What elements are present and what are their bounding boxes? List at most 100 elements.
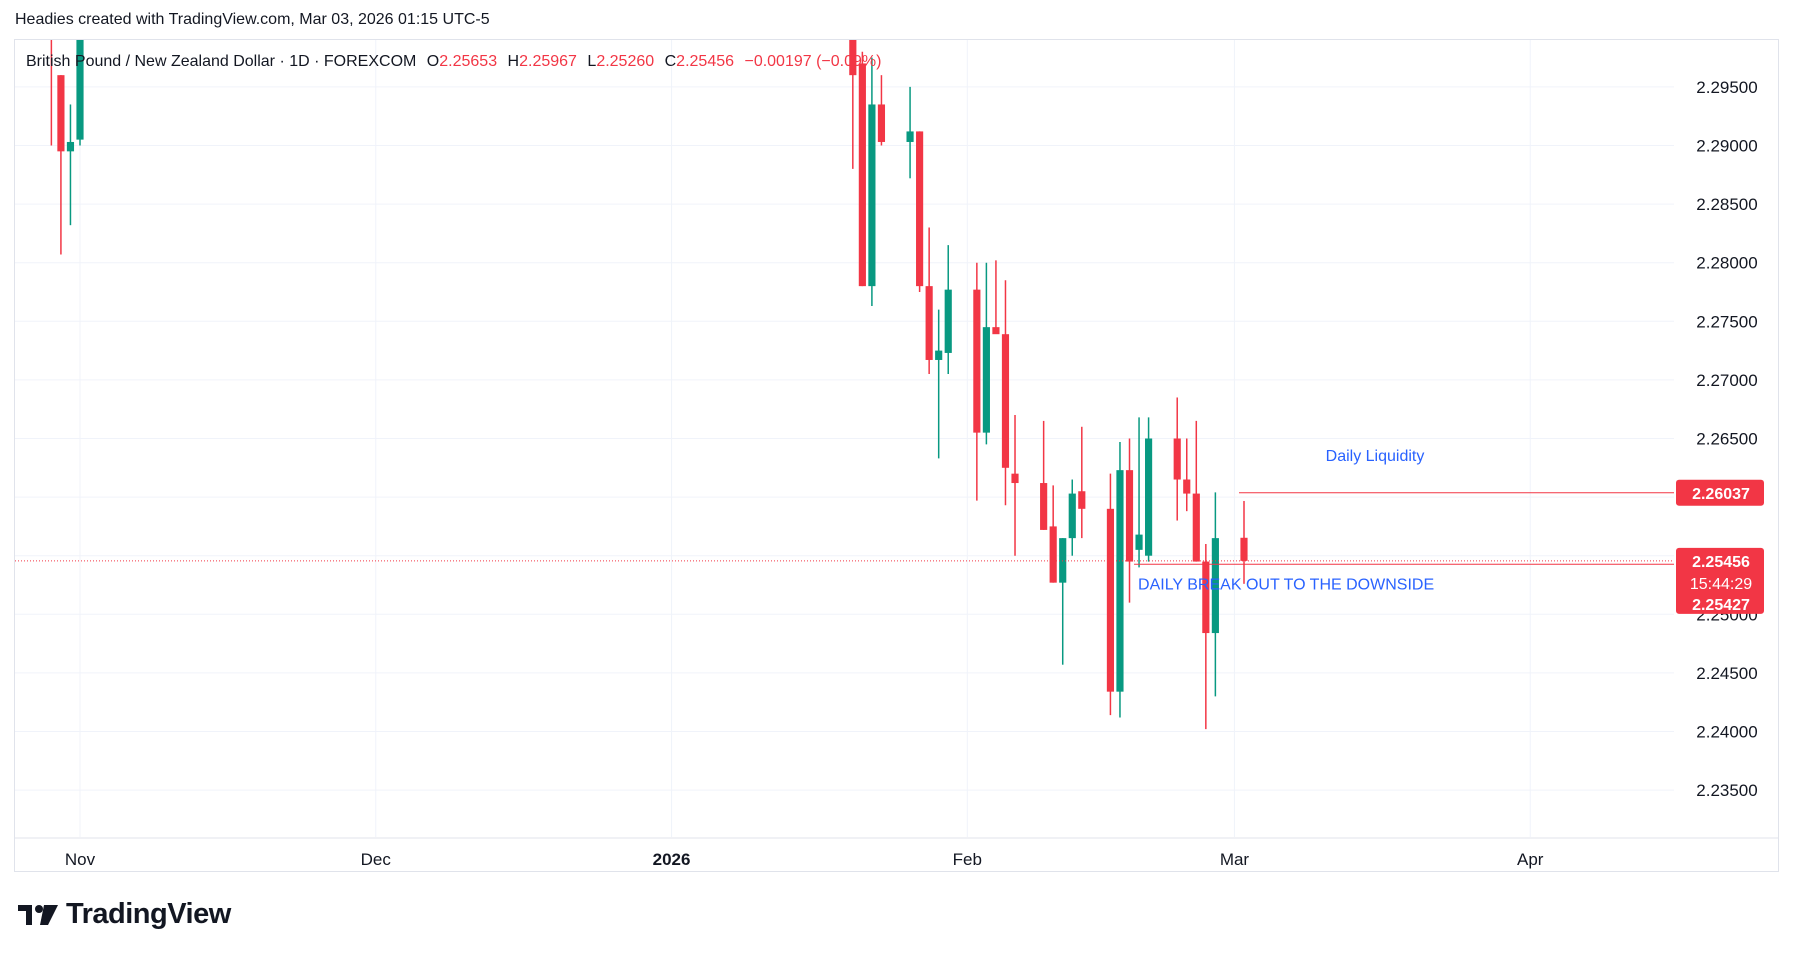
bearish-candle[interactable] (925, 227, 933, 375)
candle-body (916, 131, 924, 287)
y-tick-label: 2.24500 (1696, 664, 1757, 683)
chart-frame (14, 39, 1779, 872)
y-tick-label: 2.28000 (1696, 254, 1757, 273)
x-tick-label: Nov (65, 850, 96, 869)
breakout-price-text: 2.25427 (1692, 597, 1750, 614)
x-tick-label: Mar (1220, 850, 1250, 869)
bearish-candle[interactable] (1040, 420, 1048, 530)
high-value: 2.25967 (519, 53, 577, 70)
candle-body (1125, 470, 1134, 562)
bearish-candle[interactable] (1173, 397, 1181, 521)
bullish-candle[interactable] (1145, 417, 1153, 562)
bearish-candle[interactable] (48, 5, 55, 146)
change-value: −0.00197 (−0.09%) (744, 53, 882, 70)
bearish-candle[interactable] (916, 131, 924, 292)
candle-body (992, 327, 1000, 335)
x-tick-label: Apr (1517, 850, 1544, 869)
candle-body (1173, 438, 1181, 480)
tradingview-wordmark: TradingView (66, 898, 231, 930)
bearish-candle[interactable] (849, 5, 857, 169)
grid-lines (15, 40, 1779, 839)
liquidity-price-text: 2.26037 (1692, 486, 1750, 503)
candle-body (849, 40, 857, 76)
symbol-legend[interactable]: British Pound / New Zealand Dollar · 1D … (26, 53, 881, 71)
chart-author-header: Headies created with TradingView.com, Ma… (15, 11, 490, 28)
candles (48, 5, 1248, 730)
close-value: 2.25456 (676, 53, 735, 70)
tradingview-logo-icon (18, 904, 58, 925)
candle-body (1001, 334, 1010, 468)
time-axis: Nov Dec 2026 Feb Mar Apr (65, 850, 1544, 869)
bullish-candle[interactable] (1068, 479, 1076, 556)
bearish-candle[interactable] (1183, 438, 1191, 512)
bearish-candle[interactable] (1049, 485, 1057, 583)
candle-body (935, 350, 943, 360)
price-axis: 2.29500 2.29000 2.28500 2.28000 2.27500 2.270… (1676, 78, 1764, 800)
daily-liquidity-label[interactable]: Daily Liquidity (1326, 448, 1425, 465)
candle-body (906, 131, 914, 142)
candle-body (1240, 537, 1248, 561)
candle-body (1135, 534, 1143, 550)
bearish-candle[interactable] (1011, 415, 1019, 556)
y-tick-label: 2.29000 (1696, 136, 1757, 155)
candle-body (1145, 438, 1153, 556)
liquidity-price-tag (1676, 479, 1764, 506)
candle-body (925, 286, 933, 360)
candle-body (1183, 479, 1191, 494)
bullish-candle[interactable] (982, 262, 990, 445)
open-value: 2.25653 (439, 53, 498, 70)
candle-body (1202, 561, 1210, 634)
candle-body (66, 141, 75, 152)
bearish-candle[interactable] (877, 75, 886, 146)
x-tick-label: Dec (361, 850, 392, 869)
bearish-candle[interactable] (1202, 543, 1210, 730)
bullish-candle[interactable] (906, 86, 914, 179)
bullish-candle[interactable] (66, 104, 75, 226)
candle-body (877, 104, 886, 142)
close-label: C (664, 53, 677, 70)
bullish-candle[interactable] (944, 245, 952, 375)
bullish-candle[interactable] (1135, 417, 1143, 568)
overlays: Daily Liquidity DAILY BREAK OUT TO THE DO… (15, 448, 1674, 593)
y-tick-label: 2.28500 (1696, 195, 1757, 214)
bearish-candle[interactable] (1001, 280, 1010, 506)
candle-body (1192, 493, 1200, 562)
y-tick-label: 2.23500 (1696, 781, 1757, 800)
bearish-candle[interactable] (1192, 420, 1200, 562)
bullish-candle[interactable] (1211, 492, 1219, 697)
bearish-candle[interactable] (1240, 500, 1248, 584)
symbol-name: British Pound / New Zealand Dollar · 1D … (26, 53, 417, 70)
open-label: O (426, 53, 440, 70)
bullish-candle[interactable] (76, 17, 84, 146)
y-tick-label: 2.26500 (1696, 430, 1757, 449)
bearish-candle[interactable] (858, 51, 866, 287)
candle-body (973, 289, 981, 433)
tradingview-logo[interactable]: TradingView (18, 898, 231, 931)
bullish-candle[interactable] (1059, 538, 1067, 665)
breakout-label[interactable]: DAILY BREAK OUT TO THE DOWNSIDE (1138, 576, 1434, 593)
candle-body (1068, 493, 1076, 539)
bearish-candle[interactable] (1078, 426, 1086, 539)
candle-body (1211, 538, 1219, 634)
candle-body (858, 63, 866, 287)
bullish-candle[interactable] (935, 309, 943, 459)
y-tick-label: 2.27500 (1696, 312, 1757, 331)
bearish-candle[interactable] (973, 262, 981, 501)
y-tick-label: 2.29500 (1696, 78, 1757, 97)
candle-body (944, 289, 952, 353)
bearish-candle[interactable] (57, 75, 65, 255)
bullish-candle[interactable] (1116, 442, 1124, 718)
bearish-candle[interactable] (1106, 473, 1115, 716)
bullish-candle[interactable] (868, 57, 876, 307)
y-tick-label: 2.24000 (1696, 723, 1757, 742)
low-value: 2.25260 (596, 53, 655, 70)
bearish-candle[interactable] (1125, 438, 1134, 603)
candle-body (76, 40, 84, 140)
candle-body (982, 327, 990, 433)
last-price-text: 2.25456 (1692, 554, 1750, 571)
high-label: H (507, 53, 520, 70)
candle-body (1049, 526, 1057, 583)
bearish-candle[interactable] (992, 260, 1000, 335)
candle-body (57, 75, 65, 152)
